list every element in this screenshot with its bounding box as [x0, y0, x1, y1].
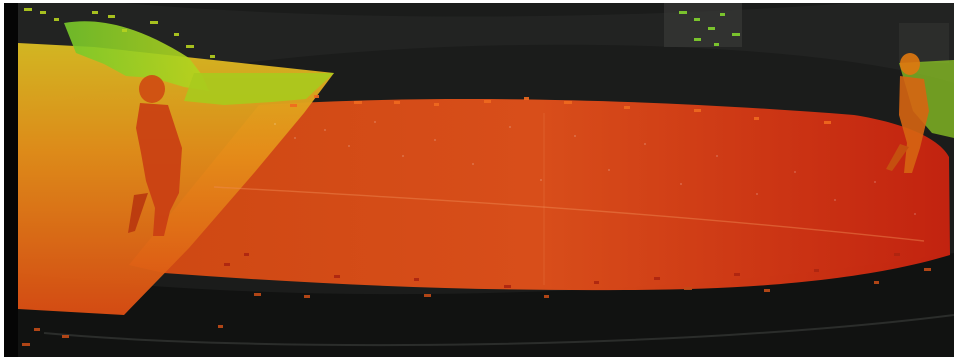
person-silhouette-right: [886, 53, 929, 173]
far-green-point-cluster: [64, 21, 209, 91]
floor-line: [213, 186, 925, 242]
floor-arc: [43, 314, 954, 347]
lower-floor-shadow: [18, 253, 954, 357]
scattered-point-specks: [22, 8, 931, 346]
floor-point-cloud: [129, 99, 950, 291]
person-silhouette-left: [128, 75, 182, 236]
left-border-band: [4, 3, 18, 357]
point-cloud-view: [4, 3, 954, 357]
mid-distance-green-band: [184, 73, 334, 105]
background-structure: [664, 3, 742, 47]
point-cloud-scene: [18, 3, 954, 357]
